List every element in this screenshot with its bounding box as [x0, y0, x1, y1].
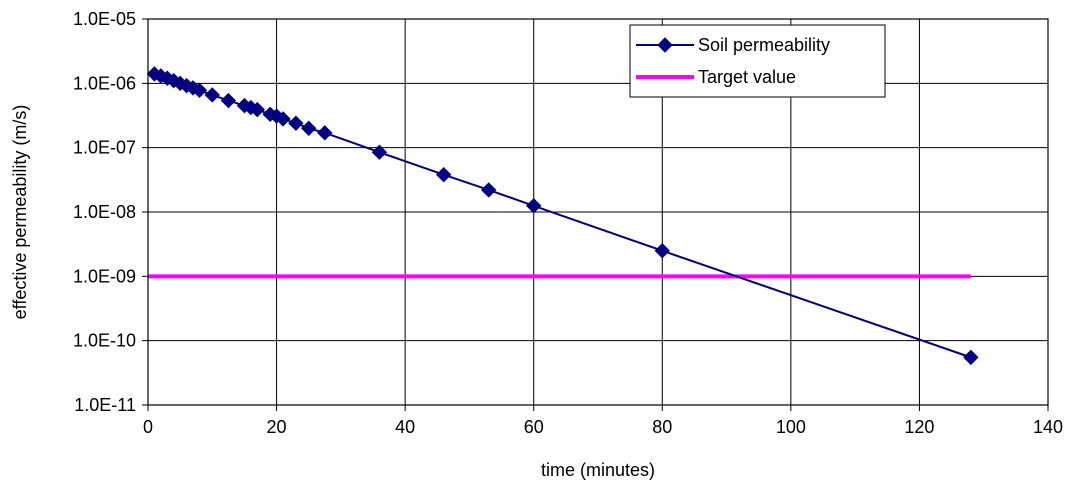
y-tick-label: 1.0E-09 [73, 266, 136, 286]
x-tick-label: 140 [1033, 417, 1063, 437]
y-tick-label: 1.0E-08 [73, 202, 136, 222]
x-tick-label: 100 [776, 417, 806, 437]
legend-box [629, 24, 886, 98]
y-tick-label: 1.0E-11 [74, 395, 136, 415]
data-point [275, 111, 291, 127]
y-tick-label: 1.0E-05 [73, 9, 136, 29]
x-tick-label: 40 [395, 417, 415, 437]
y-axis-title: effective permeability (m/s) [10, 105, 30, 320]
data-point [249, 101, 265, 118]
x-tick-label: 20 [267, 417, 287, 437]
series-layer [146, 66, 979, 366]
x-tick-label: 80 [652, 417, 672, 437]
data-point [288, 115, 304, 131]
legend-label: Target value [698, 67, 796, 87]
data-point [526, 198, 542, 214]
y-tick-label: 1.0E-06 [73, 73, 136, 93]
data-point [654, 243, 670, 259]
data-point [436, 166, 452, 183]
legend-swatch-marker [657, 37, 673, 53]
legend: Soil permeability Target value [629, 24, 886, 98]
data-point [220, 92, 237, 109]
x-axis-title: time (minutes) [541, 460, 655, 480]
y-tick-label: 1.0E-07 [73, 138, 136, 158]
x-tick-label: 0 [143, 417, 153, 437]
data-point [317, 125, 333, 141]
x-tick-label: 120 [904, 417, 934, 437]
grid-lines [148, 19, 1048, 405]
data-point [963, 349, 979, 366]
data-point [301, 120, 317, 137]
data-point [481, 182, 497, 198]
y-tick-label: 1.0E-10 [73, 331, 136, 351]
data-point [191, 82, 208, 98]
axis-ticks: 0 20 40 60 80 100 120 140 1.0E-11 1.0E-10 1.0E-09 1… [73, 9, 1063, 437]
legend-label: Soil permeability [698, 35, 830, 55]
x-tick-label: 60 [524, 417, 544, 437]
data-point [204, 87, 220, 103]
data-point [371, 144, 388, 160]
